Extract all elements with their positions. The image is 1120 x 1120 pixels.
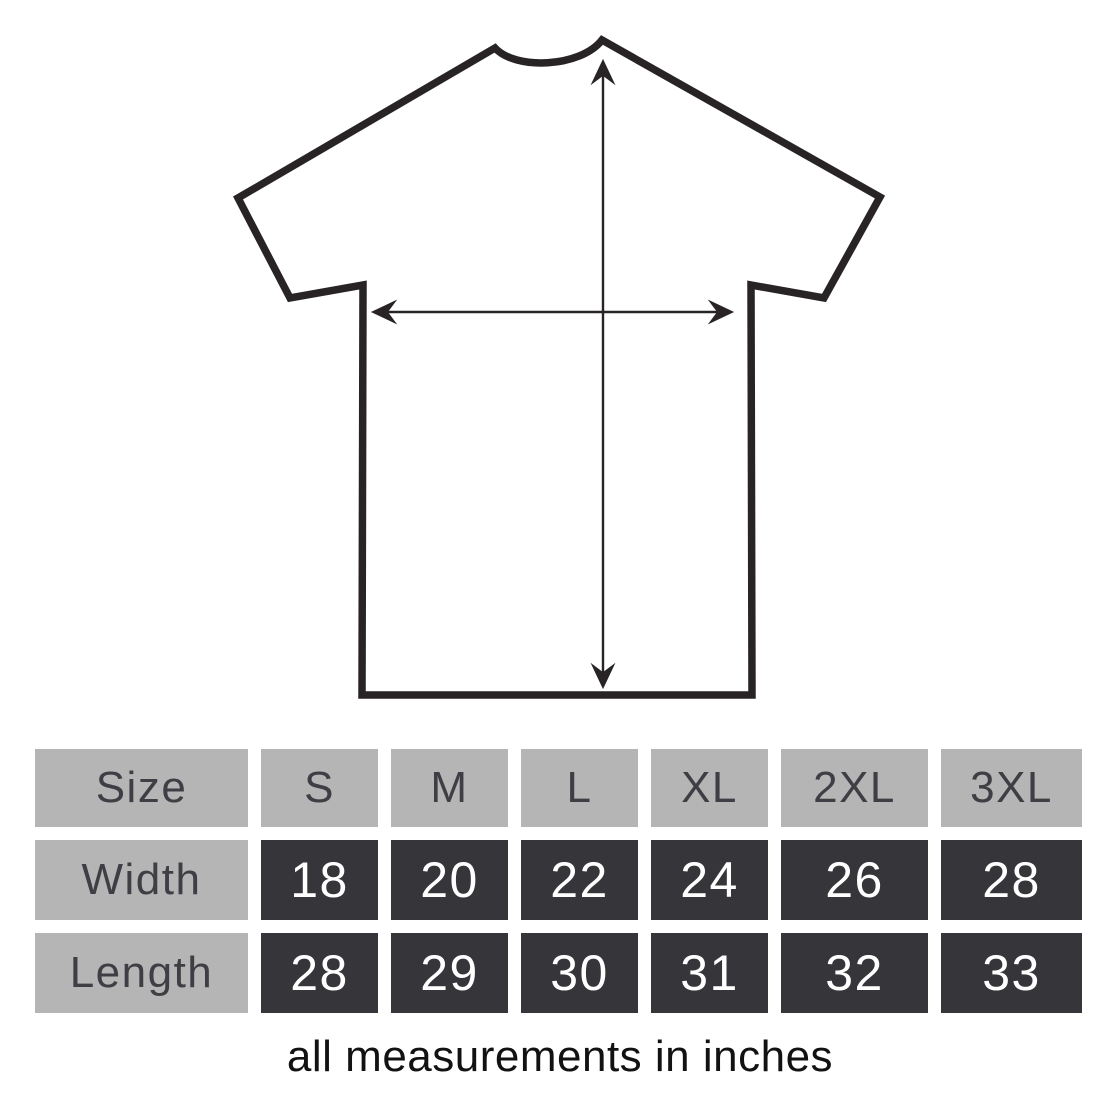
header-cell-l: L xyxy=(521,749,638,827)
width-value-2xl: 26 xyxy=(781,840,928,920)
length-value-s: 28 xyxy=(261,933,378,1013)
header-cell-2xl: 2XL xyxy=(781,749,928,827)
row-label-length: Length xyxy=(35,933,248,1013)
length-value-m: 29 xyxy=(391,933,508,1013)
width-value-s: 18 xyxy=(261,840,378,920)
measurements-caption: all measurements in inches xyxy=(286,1032,834,1081)
length-value-2xl: 32 xyxy=(781,933,928,1013)
width-value-m: 20 xyxy=(391,840,508,920)
header-cell-3xl: 3XL xyxy=(941,749,1082,827)
width-value-l: 22 xyxy=(521,840,638,920)
width-value-3xl: 28 xyxy=(941,840,1082,920)
size-table: Size S M L XL 2XL 3XL Width 18 20 22 24 … xyxy=(35,749,1082,1013)
header-cell-s: S xyxy=(261,749,378,827)
width-value-xl: 24 xyxy=(651,840,768,920)
length-value-xl: 31 xyxy=(651,933,768,1013)
header-cell-size: Size xyxy=(35,749,248,827)
length-value-3xl: 33 xyxy=(941,933,1082,1013)
tshirt-diagram xyxy=(233,35,886,699)
row-label-width: Width xyxy=(35,840,248,920)
length-value-l: 30 xyxy=(521,933,638,1013)
header-cell-m: M xyxy=(391,749,508,827)
tshirt-outline xyxy=(233,35,886,699)
header-cell-xl: XL xyxy=(651,749,768,827)
